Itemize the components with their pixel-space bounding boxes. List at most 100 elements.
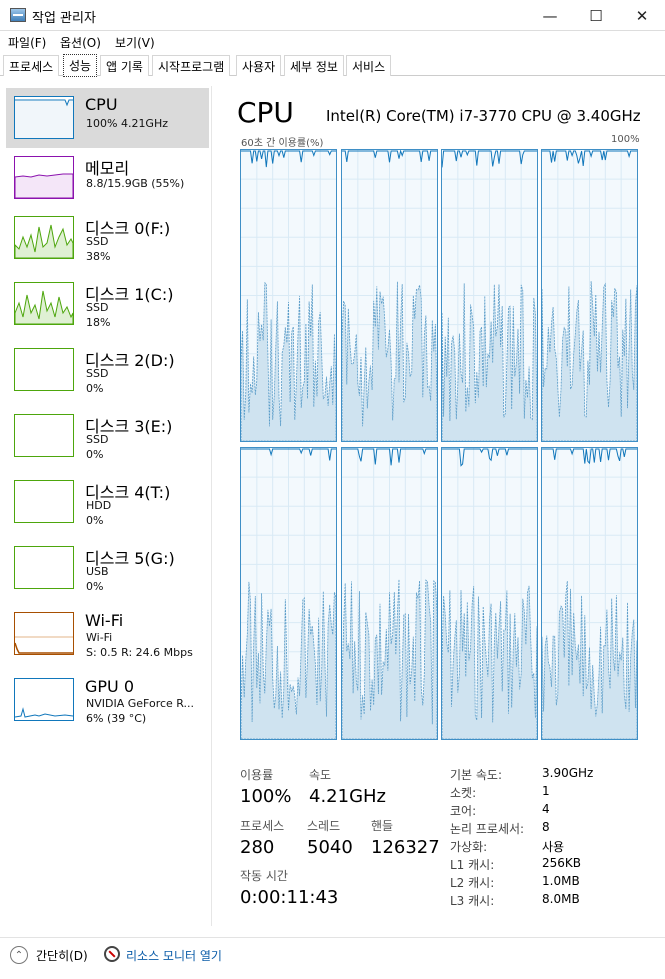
utilization-value: 100%	[240, 786, 292, 807]
logical-processors-value: 8	[542, 820, 550, 834]
uptime-label: 작동 시간	[240, 869, 288, 883]
tab-services[interactable]: 서비스	[346, 55, 392, 76]
maximize-button[interactable]: ☐	[589, 6, 603, 25]
menu-view[interactable]: 보기(V)	[115, 36, 155, 50]
virtualization-label: 가상화:	[450, 840, 488, 854]
sidebar-item-title: 디스크 1(C:)	[85, 285, 174, 304]
menu-bar: 파일(F) 옵션(O) 보기(V)	[0, 31, 665, 53]
sidebar-item-usage: 0%	[86, 580, 104, 593]
gpu-thumbnail-graph	[14, 678, 74, 721]
tab-strip: 프로세스 성능 앱 기록 시작프로그램 사용자 세부 정보 서비스	[0, 54, 665, 77]
memory-thumbnail-graph	[14, 156, 74, 199]
sidebar-item-detail: 100% 4.21GHz	[86, 117, 169, 130]
sidebar-item-disk-3[interactable]: 디스크 3(E:) SSD 0%	[6, 406, 209, 466]
close-button[interactable]: ✕	[635, 6, 649, 25]
tab-performance[interactable]: 성능	[63, 54, 98, 77]
sidebar-item-title: GPU 0	[85, 677, 135, 696]
tab-users[interactable]: 사용자	[236, 55, 282, 76]
sidebar-item-type: SSD	[86, 367, 109, 380]
minimize-button[interactable]: —	[542, 6, 558, 25]
cpu-core-graph	[441, 149, 538, 442]
footer-bar: ⌃ 간단히(D) 리소스 모니터 열기	[0, 937, 665, 979]
sidebar-item-usage: 0%	[86, 514, 104, 527]
tab-details[interactable]: 세부 정보	[284, 55, 344, 76]
tab-app-history[interactable]: 앱 기록	[100, 55, 149, 76]
sidebar-item-disk-5[interactable]: 디스크 5(G:) USB 0%	[6, 538, 209, 598]
cpu-core-graph	[240, 447, 337, 740]
sidebar-item-title: CPU	[85, 95, 118, 114]
sidebar-item-disk-0[interactable]: 디스크 0(F:) SSD 38%	[6, 208, 209, 268]
cores-label: 코어:	[450, 804, 477, 818]
sidebar-item-memory[interactable]: 메모리 8.8/15.9GB (55%)	[6, 148, 209, 208]
processes-label: 프로세스	[240, 819, 285, 833]
speed-label: 속도	[309, 768, 332, 782]
logical-processors-label: 논리 프로세서:	[450, 822, 525, 836]
virtualization-value: 사용	[542, 840, 565, 854]
cpu-core-graph	[240, 149, 337, 442]
speed-value: 4.21GHz	[309, 786, 387, 807]
utilization-label: 이용률	[240, 768, 274, 782]
base-speed-label: 기본 속도:	[450, 768, 503, 782]
sidebar-item-type: SSD	[86, 301, 109, 314]
cpu-core-graph	[541, 149, 638, 442]
sidebar-item-usage: 0%	[86, 448, 104, 461]
threads-label: 스레드	[307, 819, 341, 833]
sidebar-item-type: HDD	[86, 499, 112, 512]
uptime-value: 0:00:11:43	[240, 887, 339, 908]
window-title: 작업 관리자	[32, 11, 96, 26]
l2-cache-value: 1.0MB	[542, 874, 580, 888]
sockets-label: 소켓:	[450, 786, 477, 800]
sidebar-item-adapter: Wi-Fi	[86, 631, 113, 644]
threads-value: 5040	[307, 837, 353, 858]
disk-thumbnail-graph	[14, 348, 74, 391]
chevron-up-icon[interactable]: ⌃	[10, 946, 28, 964]
sidebar-item-gpu[interactable]: GPU 0 NVIDIA GeForce R... 6% (39 °C)	[6, 670, 209, 730]
logical-processor-graphs	[240, 149, 640, 741]
sidebar-item-cpu[interactable]: CPU 100% 4.21GHz	[6, 88, 209, 148]
sidebar-item-usage: 0%	[86, 382, 104, 395]
sidebar-item-title: 디스크 2(D:)	[85, 351, 175, 370]
disk-thumbnail-graph	[14, 282, 74, 325]
sidebar-item-title: 디스크 3(E:)	[85, 417, 173, 436]
wifi-thumbnail-graph	[14, 612, 74, 655]
task-manager-icon	[10, 8, 26, 22]
sidebar-item-disk-2[interactable]: 디스크 2(D:) SSD 0%	[6, 340, 209, 400]
sidebar-item-title: 디스크 4(T:)	[85, 483, 171, 502]
resource-sidebar: CPU 100% 4.21GHz 메모리 8.8/15.9GB (55%) 디스…	[0, 86, 212, 926]
fewer-details-link[interactable]: 간단히(D)	[36, 949, 88, 963]
l1-cache-value: 256KB	[542, 856, 582, 870]
menu-file[interactable]: 파일(F)	[8, 36, 47, 50]
cpu-core-graph	[441, 447, 538, 740]
handles-value: 126327	[371, 837, 440, 858]
l2-cache-label: L2 캐시:	[450, 876, 495, 890]
sidebar-item-type: SSD	[86, 433, 109, 446]
handles-label: 핸들	[371, 819, 394, 833]
cpu-core-graph	[341, 447, 438, 740]
resource-monitor-icon	[104, 946, 120, 962]
sidebar-item-usage: 38%	[86, 250, 111, 263]
disk-thumbnail-graph	[14, 546, 74, 589]
graph-max-label: 100%	[611, 134, 640, 145]
sidebar-item-disk-4[interactable]: 디스크 4(T:) HDD 0%	[6, 472, 209, 532]
sidebar-item-wifi[interactable]: Wi-Fi Wi-Fi S: 0.5 R: 24.6 Mbps	[6, 604, 209, 664]
cpu-core-graph	[341, 149, 438, 442]
disk-thumbnail-graph	[14, 414, 74, 457]
sidebar-item-disk-1[interactable]: 디스크 1(C:) SSD 18%	[6, 274, 209, 334]
menu-options[interactable]: 옵션(O)	[60, 36, 101, 50]
disk-thumbnail-graph	[14, 216, 74, 259]
sidebar-item-title: 디스크 0(F:)	[85, 219, 171, 238]
sidebar-item-throughput: S: 0.5 R: 24.6 Mbps	[86, 646, 193, 659]
sidebar-item-usage: 6% (39 °C)	[86, 712, 147, 725]
tab-startup[interactable]: 시작프로그램	[152, 55, 231, 76]
tab-processes[interactable]: 프로세스	[3, 55, 60, 76]
l1-cache-label: L1 캐시:	[450, 858, 495, 872]
open-resource-monitor-link[interactable]: 리소스 모니터 열기	[126, 949, 222, 963]
l3-cache-label: L3 캐시:	[450, 894, 495, 908]
page-title: CPU	[237, 96, 294, 129]
sidebar-item-type: SSD	[86, 235, 109, 248]
title-bar: 작업 관리자 — ☐ ✕	[0, 0, 665, 31]
cpu-thumbnail-graph	[14, 96, 74, 139]
base-speed-value: 3.90GHz	[542, 766, 594, 780]
sidebar-item-title: Wi-Fi	[85, 611, 124, 630]
sidebar-item-type: USB	[86, 565, 109, 578]
